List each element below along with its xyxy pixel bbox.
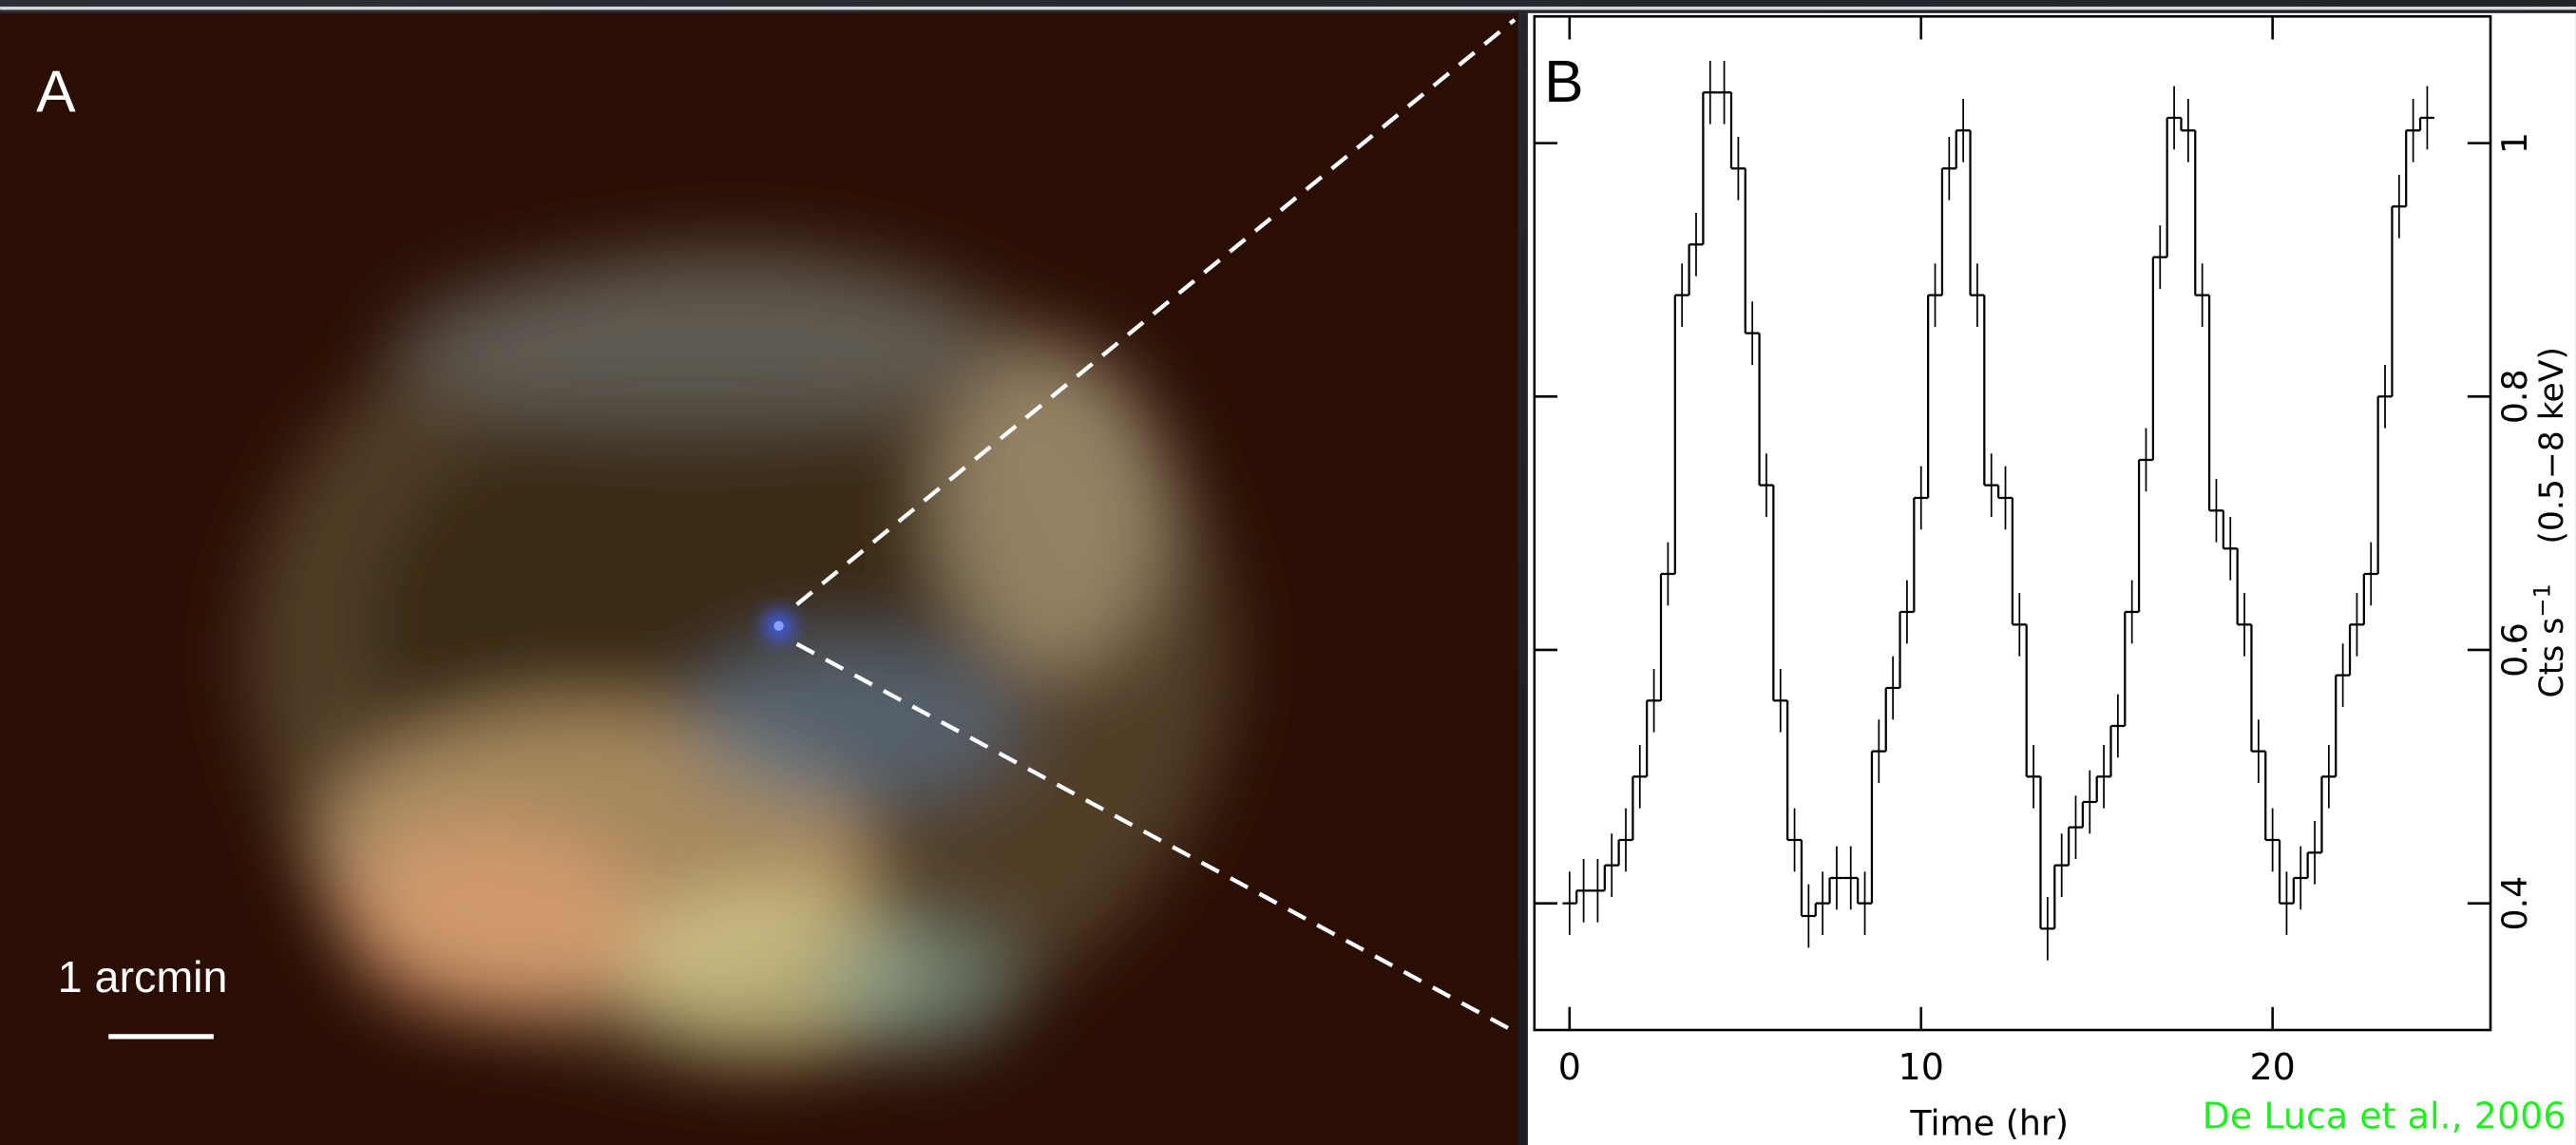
scale-label: 1 arcmin bbox=[58, 952, 228, 1002]
y-label-unit: (0.5−8 keV) bbox=[2533, 347, 2571, 544]
chart-background bbox=[1527, 12, 2576, 1145]
x-tick-label: 20 bbox=[2249, 1046, 2295, 1088]
x-axis-label: Time (hr) bbox=[1909, 1103, 2069, 1144]
zoom-line bbox=[795, 641, 1517, 1034]
credit: De Luca et al., 2006 bbox=[2203, 1096, 2566, 1137]
y-axis-label: Cts s−1 (0.5−8 keV) bbox=[2528, 347, 2571, 697]
nebula bbox=[246, 246, 1232, 1068]
y-tick-label: 1 bbox=[2494, 132, 2535, 154]
y-label-exp: −1 bbox=[2528, 583, 2555, 618]
panel-label: A bbox=[36, 60, 76, 125]
y-tick-label: 0.8 bbox=[2494, 369, 2535, 424]
plot-frame bbox=[1533, 14, 2492, 1032]
point-source-core bbox=[773, 620, 784, 631]
x-tick-label: 0 bbox=[1558, 1046, 1581, 1088]
panel-a: A 1 arcmin bbox=[0, 12, 1518, 1145]
top-rule bbox=[0, 6, 2576, 10]
y-tick-label: 0.6 bbox=[2494, 622, 2535, 677]
panel-label: B bbox=[1544, 49, 1584, 115]
x-tick-label: 10 bbox=[1899, 1046, 1944, 1088]
y-tick-label: 0.4 bbox=[2494, 876, 2535, 931]
zoom-line bbox=[795, 18, 1517, 606]
y-label-main: Cts s bbox=[2533, 618, 2571, 698]
